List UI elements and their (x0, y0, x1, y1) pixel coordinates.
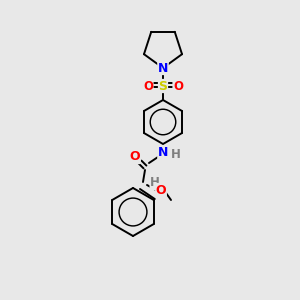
Text: N: N (158, 146, 168, 158)
Text: H: H (171, 148, 181, 160)
Text: O: O (130, 151, 140, 164)
Text: O: O (173, 80, 183, 92)
Text: N: N (158, 61, 168, 74)
Text: S: S (158, 80, 167, 92)
Text: O: O (143, 80, 153, 92)
Text: O: O (156, 184, 166, 196)
Text: H: H (150, 176, 160, 190)
